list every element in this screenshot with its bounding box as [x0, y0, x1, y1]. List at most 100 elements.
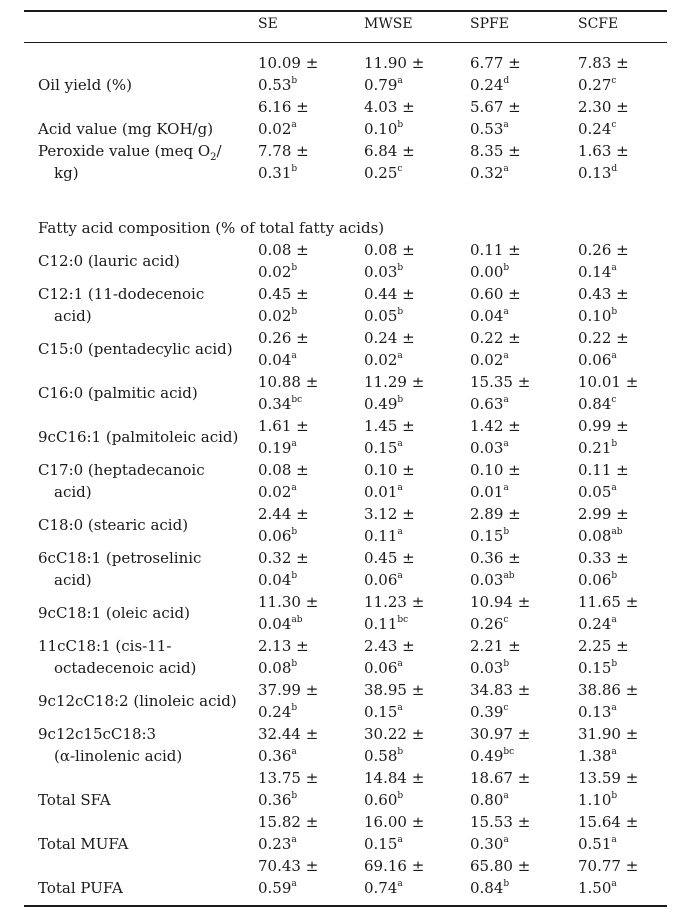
mean-value: 0.43 ±: [578, 285, 629, 303]
significance-letter: b: [291, 659, 298, 669]
sd-value: 0.05b: [364, 307, 404, 325]
significance-letter: a: [397, 483, 403, 493]
mean-value: 6.84 ±: [364, 142, 415, 160]
mean-value: 32.44 ±: [258, 725, 319, 743]
row-label-continuation: octadecenoic acid): [54, 659, 197, 677]
significance-letter: b: [503, 527, 510, 537]
table-bottom-rule: [24, 905, 667, 907]
significance-letter: a: [291, 747, 297, 757]
mean-value: 15.64 ±: [578, 813, 639, 831]
significance-letter: a: [503, 791, 509, 801]
significance-letter: a: [503, 351, 509, 361]
significance-letter: b: [503, 659, 510, 669]
sd-value: 0.08b: [258, 659, 298, 677]
significance-letter: b: [291, 263, 298, 273]
mean-value: 2.89 ±: [470, 505, 521, 523]
mean-value: 38.95 ±: [364, 681, 425, 699]
sd-value: 0.15b: [578, 659, 618, 677]
sd-value: 0.11bc: [364, 615, 409, 633]
column-header-se: SE: [258, 16, 278, 32]
significance-letter: b: [291, 791, 298, 801]
sd-value: 0.74a: [364, 879, 403, 897]
mean-value: 15.53 ±: [470, 813, 531, 831]
significance-letter: b: [503, 263, 510, 273]
row-label-continuation: (α-linolenic acid): [54, 747, 183, 765]
mean-value: 0.24 ±: [364, 329, 415, 347]
mean-value: 0.45 ±: [258, 285, 309, 303]
mean-value: 10.88 ±: [258, 373, 319, 391]
row-label: Oil yield (%): [38, 76, 132, 94]
significance-letter: a: [611, 747, 617, 757]
significance-letter: a: [397, 659, 403, 669]
sd-value: 0.30a: [470, 835, 509, 853]
mean-value: 37.99 ±: [258, 681, 319, 699]
significance-letter: a: [611, 879, 617, 889]
sd-value: 0.80a: [470, 791, 509, 809]
mean-value: 14.84 ±: [364, 769, 425, 787]
row-label-continuation: acid): [54, 307, 92, 325]
sd-value: 0.15a: [364, 835, 403, 853]
mean-value: 15.82 ±: [258, 813, 319, 831]
sd-value: 0.49b: [364, 395, 404, 413]
significance-letter: a: [611, 483, 617, 493]
table-header-rule: [24, 42, 667, 43]
sd-value: 0.01a: [364, 483, 403, 501]
mean-value: 0.22 ±: [470, 329, 521, 347]
mean-value: 11.90 ±: [364, 54, 425, 72]
significance-letter: b: [611, 791, 618, 801]
mean-value: 0.45 ±: [364, 549, 415, 567]
mean-value: 11.65 ±: [578, 593, 639, 611]
row-label: C16:0 (palmitic acid): [38, 384, 198, 402]
mean-value: 16.00 ±: [364, 813, 425, 831]
mean-value: 2.43 ±: [364, 637, 415, 655]
mean-value: 6.77 ±: [470, 54, 521, 72]
mean-value: 10.01 ±: [578, 373, 639, 391]
significance-letter: a: [397, 527, 403, 537]
sd-value: 1.50a: [578, 879, 617, 897]
mean-value: 13.75 ±: [258, 769, 319, 787]
sd-value: 0.24a: [578, 615, 617, 633]
sd-value: 0.84c: [578, 395, 617, 413]
mean-value: 0.99 ±: [578, 417, 629, 435]
mean-value: 1.63 ±: [578, 142, 629, 160]
sd-value: 0.84b: [470, 879, 510, 897]
row-label-continuation: acid): [54, 483, 92, 501]
significance-letter: b: [291, 571, 298, 581]
mean-value: 0.08 ±: [258, 461, 309, 479]
sd-value: 0.14a: [578, 263, 617, 281]
significance-letter: c: [503, 703, 509, 713]
row-label: 9c12c15cC18:3: [38, 725, 157, 743]
sd-value: 0.04ab: [258, 615, 303, 633]
sd-value: 0.13a: [578, 703, 617, 721]
significance-letter: ab: [611, 527, 623, 537]
sd-value: 0.06b: [258, 527, 298, 545]
sd-value: 1.38a: [578, 747, 617, 765]
sd-value: 0.15b: [470, 527, 510, 545]
row-label: 6cC18:1 (petroselinic: [38, 549, 202, 567]
significance-letter: a: [611, 351, 617, 361]
mean-value: 2.25 ±: [578, 637, 629, 655]
sd-value: 0.60b: [364, 791, 404, 809]
mean-value: 13.59 ±: [578, 769, 639, 787]
significance-letter: a: [611, 615, 617, 625]
significance-letter: a: [291, 483, 297, 493]
row-label: Acid value (mg KOH/g): [38, 120, 214, 138]
mean-value: 70.43 ±: [258, 857, 319, 875]
significance-letter: a: [503, 395, 509, 405]
significance-letter: b: [611, 307, 618, 317]
sd-value: 0.32a: [470, 164, 509, 182]
row-label: C15:0 (pentadecylic acid): [38, 340, 233, 358]
mean-value: 30.97 ±: [470, 725, 531, 743]
sd-value: 0.05a: [578, 483, 617, 501]
sd-value: 0.24c: [578, 120, 617, 138]
sd-value: 0.04a: [258, 351, 297, 369]
sd-value: 0.04b: [258, 571, 298, 589]
significance-letter: c: [397, 164, 403, 174]
significance-letter: a: [503, 439, 509, 449]
mean-value: 31.90 ±: [578, 725, 639, 743]
sd-value: 0.02b: [258, 307, 298, 325]
sd-value: 0.04a: [470, 307, 509, 325]
sd-value: 0.15a: [364, 439, 403, 457]
sd-value: 0.79a: [364, 76, 403, 94]
significance-letter: c: [611, 76, 617, 86]
